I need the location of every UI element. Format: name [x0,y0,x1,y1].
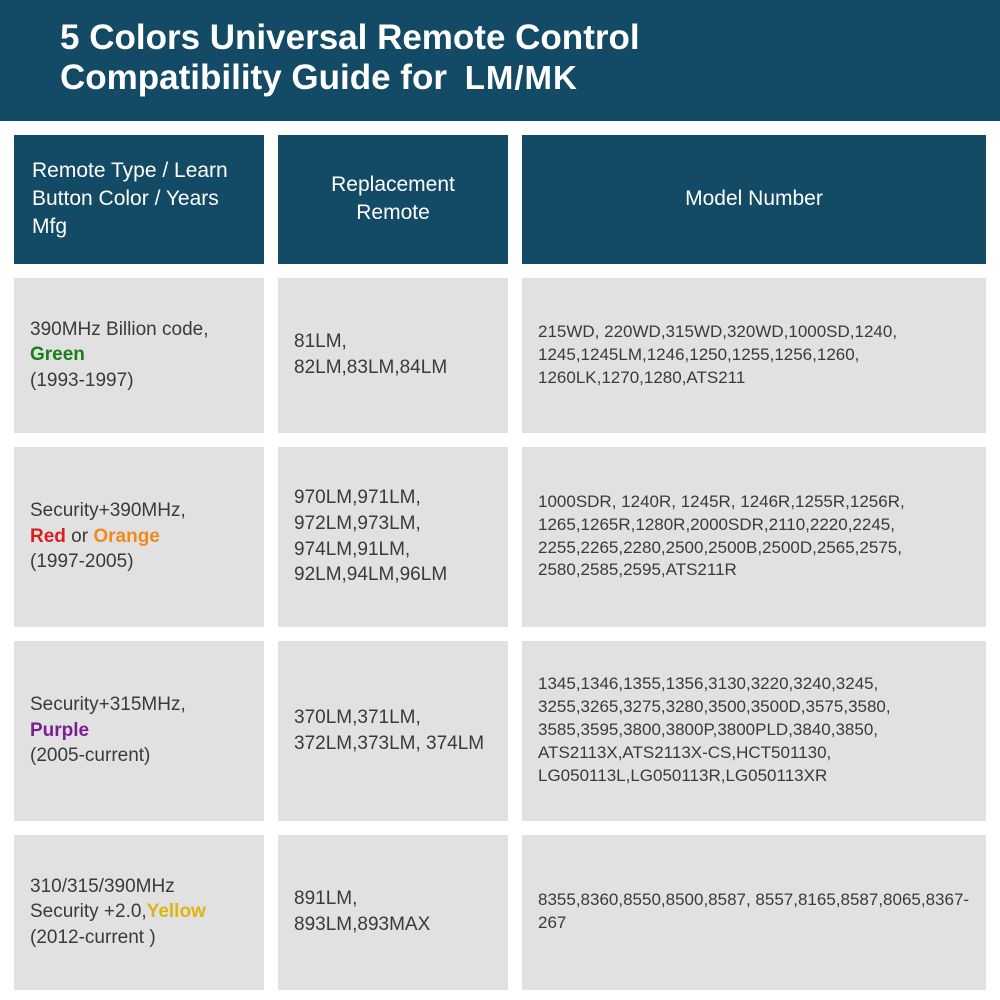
remote-freq-text: Security+390MHz, [30,498,248,524]
title-line1: 5 Colors Universal Remote Control [60,18,970,58]
compatibility-table: Remote Type / Learn Button Color / Years… [0,135,1000,990]
col-header-model-number: Model Number [522,135,986,264]
remote-freq-text: 310/315/390MHz [30,874,248,900]
cell-remote-type: 390MHz Billion code,Green (1993-1997) [14,278,264,433]
title-header: 5 Colors Universal Remote Control Compat… [0,0,1000,121]
cell-remote-type: 310/315/390MHzSecurity +2.0,Yellow(2012-… [14,835,264,990]
remote-security-line: Security +2.0,Yellow [30,899,248,925]
table-row: 310/315/390MHzSecurity +2.0,Yellow(2012-… [14,835,986,990]
remote-freq-text: 390MHz Billion code, [30,317,248,343]
cell-remote-type: Security+315MHz,Purple(2005-current) [14,641,264,821]
col-header-remote-type: Remote Type / Learn Button Color / Years… [14,135,264,264]
button-color-label: Purple [30,720,89,741]
cell-remote-type: Security+390MHz,Red or Orange(1997-2005) [14,447,264,627]
table-row: Security+315MHz,Purple(2005-current)370L… [14,641,986,821]
table-row: Security+390MHz,Red or Orange(1997-2005)… [14,447,986,627]
table-row: 390MHz Billion code,Green (1993-1997) 81LM… [14,278,986,433]
cell-model-numbers: 1345,1346,1355,1356,3130,3220,3240,3245,… [522,641,986,821]
button-color-line: Green [30,342,248,368]
button-color-label: Orange [93,526,160,547]
cell-replacement-remote: 370LM,371LM, 372LM,373LM, 374LM [278,641,508,821]
cell-replacement-remote: 891LM, 893LM,893MAX [278,835,508,990]
years-mfg-text: (2012-current ) [30,925,248,951]
button-color-line: Purple [30,718,248,744]
button-color-label: Yellow [147,901,206,922]
years-mfg-text: (2005-current) [30,743,248,769]
remote-freq-text: Security+315MHz, [30,692,248,718]
cell-model-numbers: 1000SDR, 1240R, 1245R, 1246R,1255R,1256R… [522,447,986,627]
button-color-label: Green [30,344,85,365]
button-color-label: Red [30,526,66,547]
button-color-line: Red or Orange [30,524,248,550]
table-header-row: Remote Type / Learn Button Color / Years… [14,135,986,264]
title-line2: Compatibility Guide for LM/MK [60,58,970,98]
cell-replacement-remote: 970LM,971LM, 972LM,973LM, 974LM,91LM, 92… [278,447,508,627]
cell-model-numbers: 8355,8360,8550,8500,8587, 8557,8165,8587… [522,835,986,990]
years-mfg-text: (1993-1997) [30,368,248,394]
years-mfg-text: (1997-2005) [30,549,248,575]
or-separator: or [66,526,93,547]
col-header-replacement: Replacement Remote [278,135,508,264]
cell-replacement-remote: 81LM, 82LM,83LM,84LM [278,278,508,433]
cell-model-numbers: 215WD, 220WD,315WD,320WD,1000SD,1240, 12… [522,278,986,433]
